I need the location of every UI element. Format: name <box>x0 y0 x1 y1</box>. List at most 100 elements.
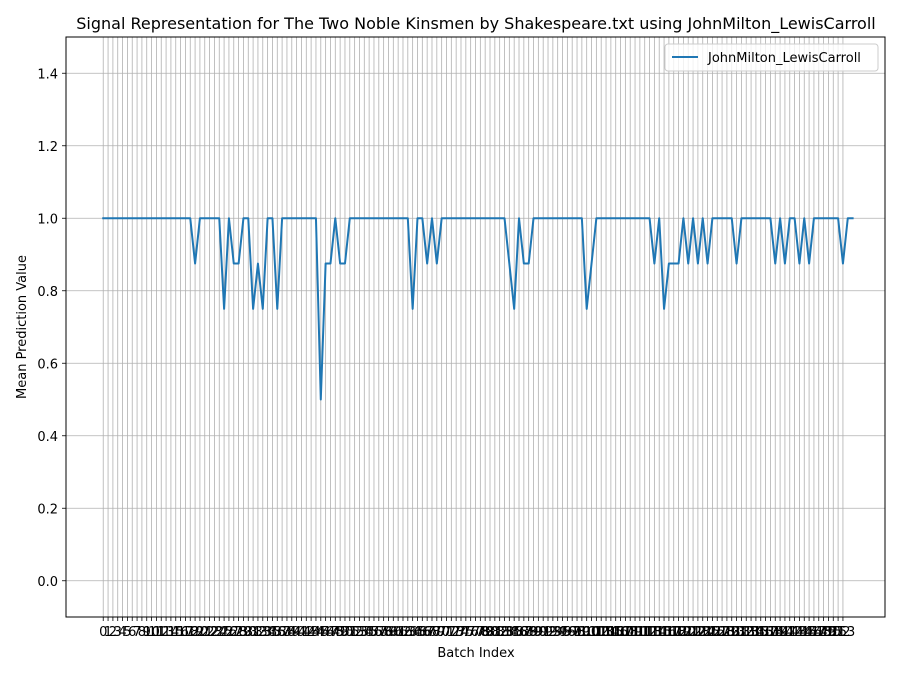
x-tick-label: 31 <box>245 625 262 640</box>
x-tick-label: 127 <box>705 625 730 640</box>
x-tick-label: 4 <box>118 625 126 640</box>
x-tick-label: 105 <box>598 625 623 640</box>
x-axis-label: Batch Index <box>437 646 515 661</box>
x-tick-label: 146 <box>797 625 822 640</box>
axes-frame <box>65 36 886 618</box>
y-tick-label: 0.6 <box>37 357 58 372</box>
x-tick-label: 116 <box>652 625 677 640</box>
x-tick-label: 12 <box>153 625 170 640</box>
x-tick-label: 13 <box>158 625 175 640</box>
x-tick-label: 151 <box>821 625 846 640</box>
x-tick-label: 2 <box>109 625 117 640</box>
x-tick-label: 85 <box>506 625 523 640</box>
y-tick-label: 1.4 <box>37 67 58 82</box>
x-tick-label: 68 <box>424 625 441 640</box>
x-tick-label: 35 <box>264 625 281 640</box>
x-tick-label: 143 <box>782 625 807 640</box>
chart-title: Signal Representation for The Two Noble … <box>76 14 875 34</box>
x-tick-label: 137 <box>753 625 778 640</box>
y-tick-label: 0.2 <box>37 502 58 517</box>
x-tick-label: 76 <box>462 625 479 640</box>
x-tick-label: 63 <box>400 625 417 640</box>
x-tick-label: 131 <box>724 625 749 640</box>
x-tick-label: 69 <box>429 625 446 640</box>
x-tick-label: 81 <box>487 625 504 640</box>
x-tick-label: 106 <box>603 625 628 640</box>
x-tick-label: 128 <box>710 625 735 640</box>
x-tick-label: 86 <box>511 625 528 640</box>
x-tick-label: 39 <box>284 625 301 640</box>
y-tick-label: 0.4 <box>37 430 58 445</box>
x-tick-label: 117 <box>656 625 681 640</box>
x-tick-label: 8 <box>138 625 146 640</box>
x-tick-label: 148 <box>806 625 831 640</box>
x-tick-label: 48 <box>327 625 344 640</box>
x-tick-label: 36 <box>269 625 286 640</box>
x-tick-label: 30 <box>240 625 257 640</box>
x-tick-label: 50 <box>337 625 354 640</box>
y-tick-label: 1.2 <box>37 140 58 155</box>
x-tick-label: 95 <box>554 625 571 640</box>
y-tick-label: 0.8 <box>37 285 58 300</box>
x-tick-label: 45 <box>313 625 330 640</box>
x-tick-label: 49 <box>332 625 349 640</box>
x-tick-label: 26 <box>221 625 238 640</box>
x-tick-label: 107 <box>608 625 633 640</box>
x-tick-label: 62 <box>395 625 412 640</box>
x-tick-label: 82 <box>491 625 508 640</box>
x-tick-label: 73 <box>448 625 465 640</box>
x-tick-label: 61 <box>390 625 407 640</box>
x-tick-label: 24 <box>211 625 228 640</box>
x-tick-label: 149 <box>811 625 836 640</box>
x-tick-label: 59 <box>380 625 397 640</box>
x-tick-label: 16 <box>172 625 189 640</box>
x-tick-label: 93 <box>545 625 562 640</box>
x-tick-label: 28 <box>230 625 247 640</box>
x-tick-label: 113 <box>637 625 662 640</box>
x-tick-label: 77 <box>467 625 484 640</box>
x-tick-label: 94 <box>549 625 566 640</box>
x-tick-label: 115 <box>647 625 672 640</box>
x-tick-label: 136 <box>748 625 773 640</box>
legend: JohnMilton_LewisCarroll <box>664 43 879 72</box>
x-tick-label: 20 <box>192 625 209 640</box>
x-tick-label: 3 <box>114 625 122 640</box>
x-tick-label: 78 <box>472 625 489 640</box>
x-tick-label: 5 <box>123 625 131 640</box>
x-tick-label: 109 <box>618 625 643 640</box>
legend-entry: JohnMilton_LewisCarroll <box>707 51 861 66</box>
x-tick-label: 19 <box>187 625 204 640</box>
x-tick-label: 14 <box>163 625 180 640</box>
x-tick-label: 74 <box>453 625 470 640</box>
x-tick-label: 118 <box>661 625 686 640</box>
x-tick-label: 60 <box>385 625 402 640</box>
x-tick-label: 32 <box>250 625 267 640</box>
x-tick-label: 102 <box>584 625 609 640</box>
x-tick-label: 99 <box>574 625 591 640</box>
x-tick-label: 51 <box>342 625 359 640</box>
x-tick-label: 57 <box>371 625 388 640</box>
x-tick-label: 108 <box>613 625 638 640</box>
x-tick-label: 114 <box>642 625 667 640</box>
y-tick-label: 0.0 <box>37 575 58 590</box>
x-tick-label: 152 <box>826 625 851 640</box>
x-tick-label: 126 <box>700 625 725 640</box>
x-tick-label: 25 <box>216 625 233 640</box>
x-tick-label: 72 <box>443 625 460 640</box>
x-tick-label: 122 <box>681 625 706 640</box>
x-tick-label: 22 <box>201 625 218 640</box>
x-tick-label: 104 <box>594 625 619 640</box>
x-tick-label: 144 <box>787 625 812 640</box>
x-tick-label: 43 <box>303 625 320 640</box>
x-tick-label: 103 <box>589 625 614 640</box>
x-tick-label: 96 <box>559 625 576 640</box>
x-tick-label: 100 <box>574 625 599 640</box>
x-tick-label: 132 <box>729 625 754 640</box>
x-tick-label: 1 <box>104 625 112 640</box>
x-tick-label: 33 <box>254 625 271 640</box>
x-tick-label: 87 <box>516 625 533 640</box>
x-tick-label: 153 <box>831 625 856 640</box>
x-tick-label: 120 <box>671 625 696 640</box>
x-tick-label: 124 <box>690 625 715 640</box>
